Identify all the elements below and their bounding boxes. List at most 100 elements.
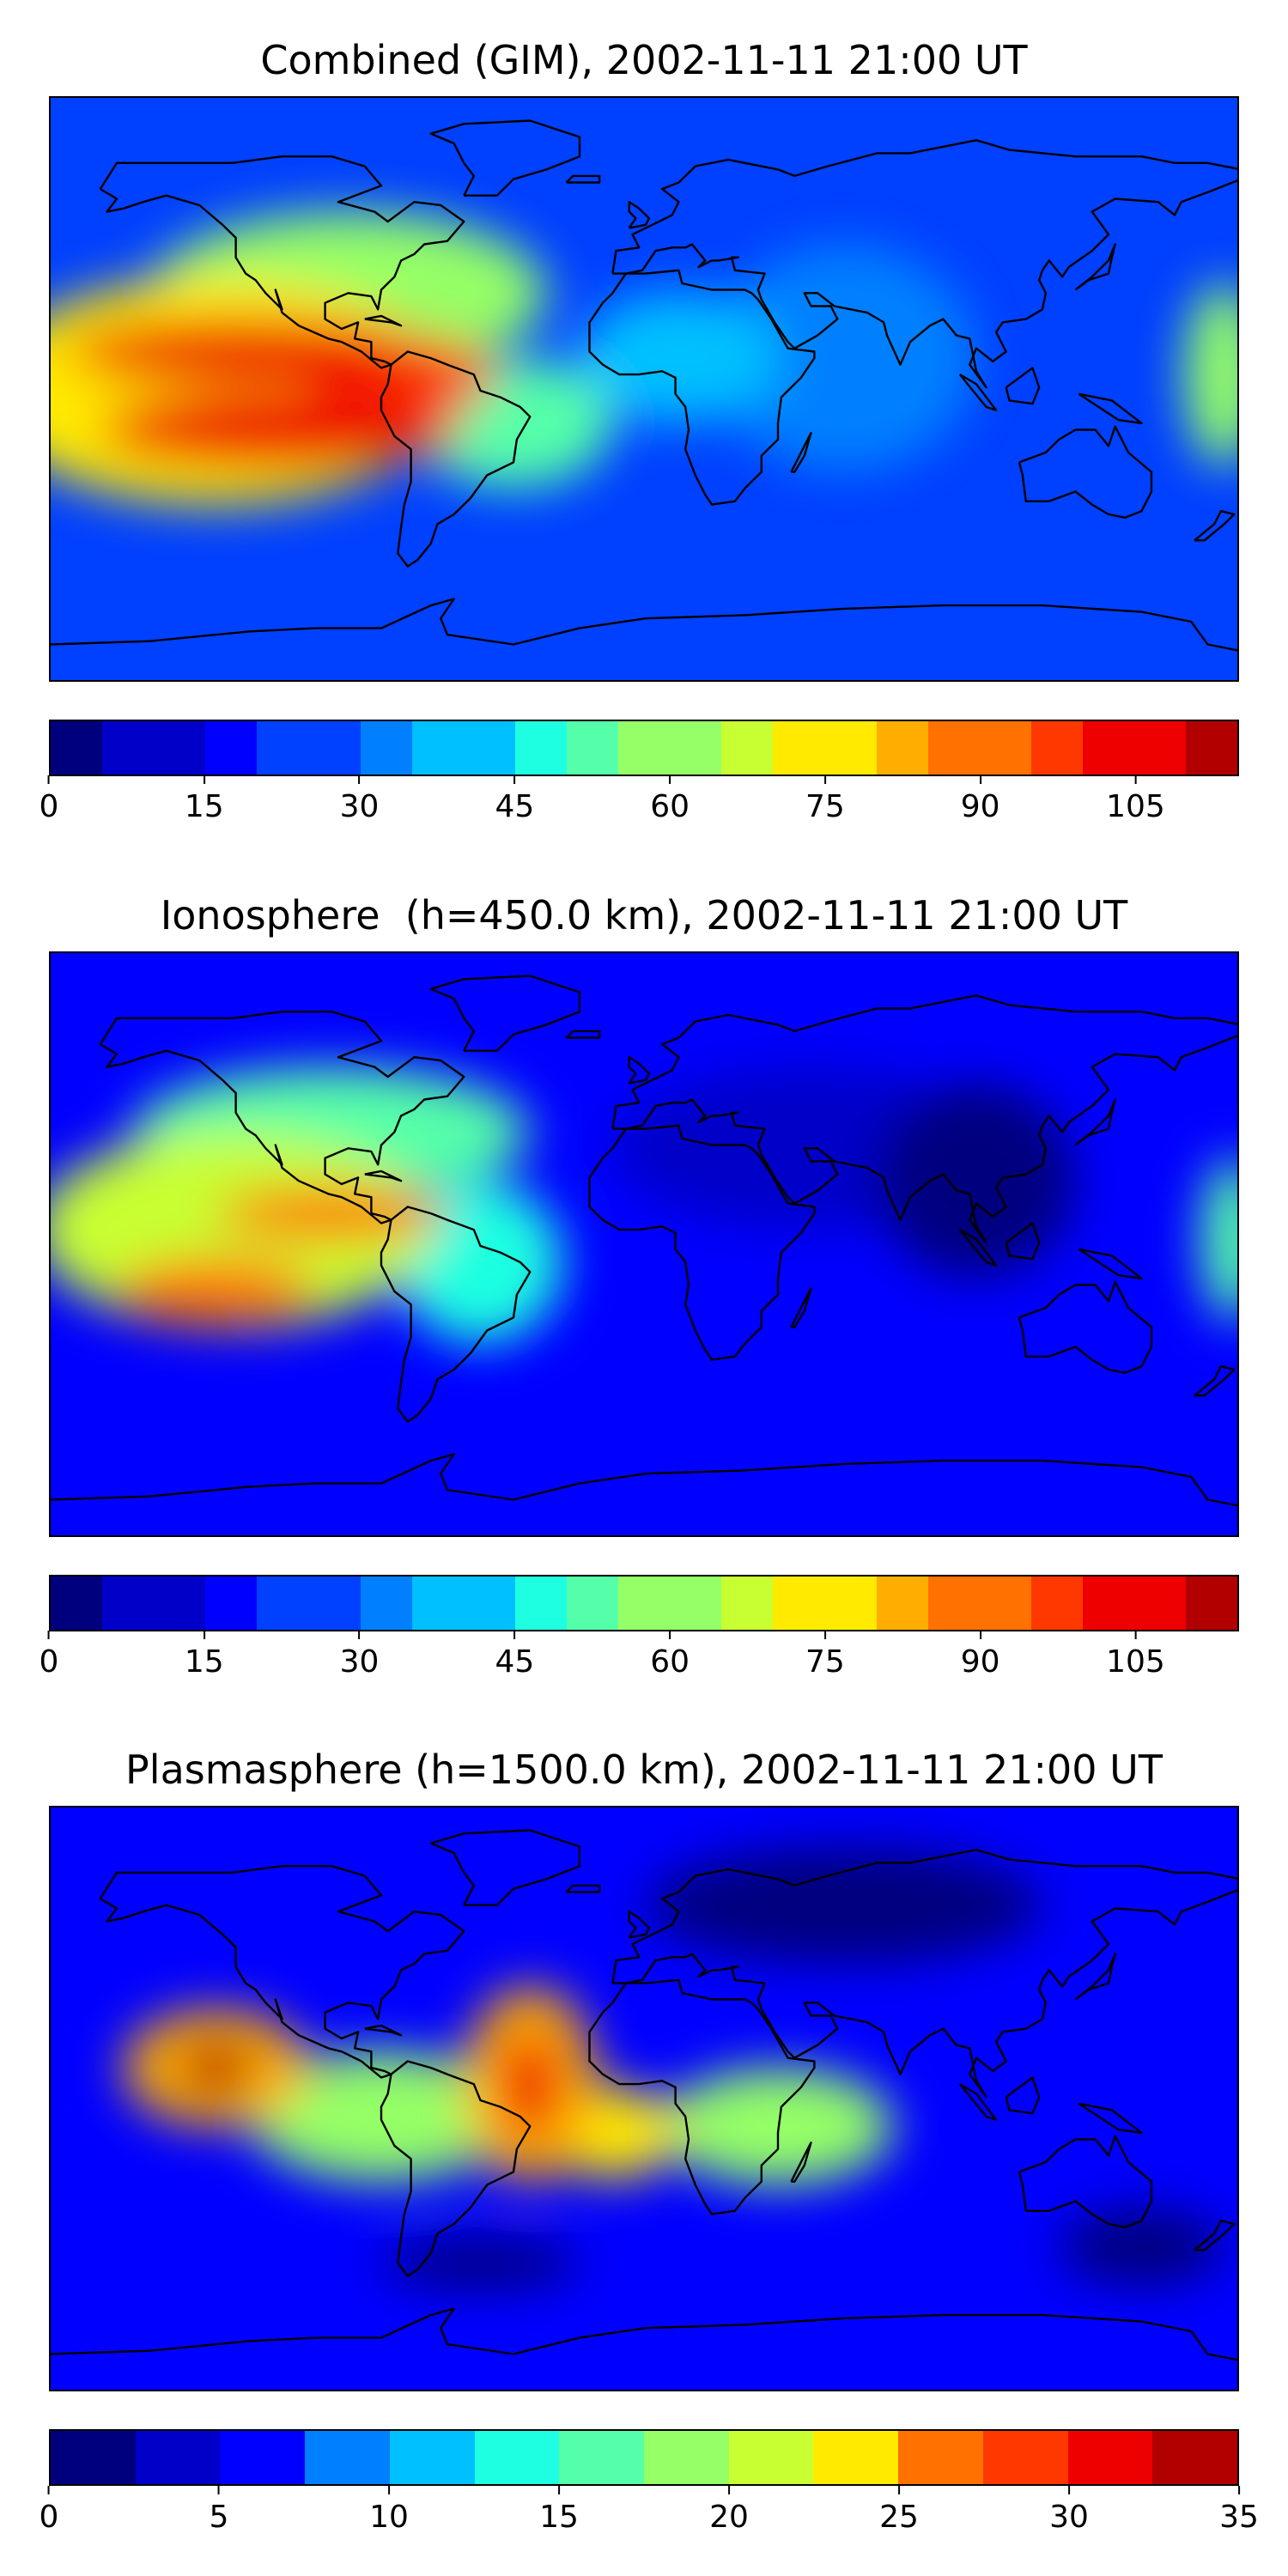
colorbar-level xyxy=(411,721,464,775)
colorbar-level xyxy=(644,2431,729,2484)
coastline xyxy=(565,1884,601,1893)
colorbar-level xyxy=(305,2431,390,2484)
colorbar-level xyxy=(51,1577,103,1630)
tec-contour-region xyxy=(500,2032,560,2136)
coastline xyxy=(1078,2102,1143,2135)
colorbar-level xyxy=(51,721,103,775)
coastline xyxy=(790,2142,812,2183)
coastline xyxy=(1194,1365,1236,1397)
colorbar-level xyxy=(411,1577,464,1630)
coastline xyxy=(1074,1098,1116,1146)
colorbar-level xyxy=(721,1577,774,1630)
colorbar-level xyxy=(618,721,671,775)
panel-3-colorbar-ticks: 0 5 10 15 20 25 30 35 xyxy=(39,2486,1259,2537)
coastline xyxy=(99,1010,465,1224)
colorbar-level xyxy=(154,1577,206,1630)
colorbar-level xyxy=(308,1577,361,1630)
colorbar-level xyxy=(463,721,515,775)
colorbar-level xyxy=(257,1577,309,1630)
colorbar-level xyxy=(566,1577,619,1630)
coastline xyxy=(99,155,465,369)
coastline xyxy=(958,2083,998,2121)
colorbar-level xyxy=(135,2431,221,2484)
colorbar-level xyxy=(474,2431,560,2484)
colorbar-level xyxy=(257,721,309,775)
panel-3-title: Plasmasphere (h=1500.0 km), 2002-11-11 2… xyxy=(125,1747,1163,1793)
colorbar-level xyxy=(463,1577,515,1630)
panel-1-colorbar-ticks: 0 15 30 45 60 75 90 105 xyxy=(39,775,1239,827)
colorbar-level xyxy=(360,721,412,775)
colorbar-level xyxy=(721,721,774,775)
colorbar-tick-label: 30 xyxy=(340,1631,379,1680)
colorbar-level xyxy=(1030,1577,1083,1630)
coastline xyxy=(565,174,601,184)
coastline xyxy=(1194,2220,1236,2251)
colorbar-level xyxy=(205,721,258,775)
coastline xyxy=(628,1910,651,1939)
colorbar-tick-label: 20 xyxy=(709,2486,749,2535)
colorbar-tick-label: 105 xyxy=(1106,775,1165,824)
tec-contour-region xyxy=(712,244,976,472)
coastline xyxy=(380,350,532,568)
coastline xyxy=(364,314,403,327)
colorbar-tick-label: 45 xyxy=(495,1631,534,1680)
colorbar-level xyxy=(1186,1577,1237,1630)
coastline xyxy=(1078,1248,1143,1280)
coastline xyxy=(628,200,651,229)
coastline xyxy=(790,1287,812,1328)
colorbar-tick-label: 60 xyxy=(650,775,690,824)
colorbar-level xyxy=(876,1577,928,1630)
coastline xyxy=(380,1206,532,1423)
colorbar-tick-label: 105 xyxy=(1106,1631,1165,1680)
colorbar-tick-label: 25 xyxy=(879,2486,919,2535)
coastline xyxy=(51,2307,1237,2361)
coastline xyxy=(99,1864,465,2079)
colorbar-level xyxy=(773,1577,825,1630)
tec-contour-region xyxy=(877,1083,1076,1279)
colorbar-level xyxy=(154,721,206,775)
coastline xyxy=(429,119,581,197)
colorbar-level xyxy=(1186,721,1237,775)
colorbar-tick-label: 15 xyxy=(185,775,224,824)
colorbar-level xyxy=(514,721,567,775)
colorbar-level xyxy=(566,721,619,775)
colorbar-level xyxy=(670,1577,722,1630)
colorbar-tick-label: 35 xyxy=(1219,2486,1259,2535)
colorbar-level xyxy=(927,721,980,775)
coastline xyxy=(611,139,1237,389)
panel-2-map xyxy=(49,951,1239,1537)
panel-3-map xyxy=(49,1806,1239,2391)
coastline xyxy=(51,1453,1237,1507)
coastline xyxy=(1018,2135,1153,2228)
coastline xyxy=(565,1030,601,1039)
colorbar-level xyxy=(824,721,877,775)
coastline xyxy=(611,994,1237,1244)
colorbar-tick-label: 0 xyxy=(39,1631,58,1680)
coastline xyxy=(958,1229,998,1267)
colorbar-level xyxy=(979,721,1031,775)
colorbar-tick-label: 15 xyxy=(185,1631,224,1680)
coastline xyxy=(380,2060,532,2277)
tec-map-3 xyxy=(51,1807,1237,2390)
tec-field xyxy=(51,1066,1237,1344)
colorbar-level xyxy=(1133,1577,1187,1630)
colorbar-level xyxy=(618,1577,671,1630)
coastline xyxy=(1005,367,1041,405)
coastline xyxy=(790,432,812,473)
tec-contour-region xyxy=(1184,283,1237,466)
tec-map-1 xyxy=(51,98,1237,680)
colorbar-level xyxy=(220,2431,306,2484)
colorbar-tick-label: 0 xyxy=(39,2486,58,2535)
colorbar-level xyxy=(514,1577,567,1630)
coastline xyxy=(1018,1280,1153,1374)
colorbar-level xyxy=(389,2431,475,2484)
colorbar-tick-label: 60 xyxy=(650,1631,690,1680)
coastline xyxy=(364,1170,403,1182)
colorbar-tick-label: 10 xyxy=(369,2486,409,2535)
coastline xyxy=(364,2024,403,2037)
colorbar-tick-label: 90 xyxy=(961,775,1000,824)
coastline xyxy=(1074,243,1116,291)
tec-contour-region xyxy=(117,1259,315,1324)
tec-map-2 xyxy=(51,953,1237,1535)
tec-contour-region xyxy=(100,391,465,469)
